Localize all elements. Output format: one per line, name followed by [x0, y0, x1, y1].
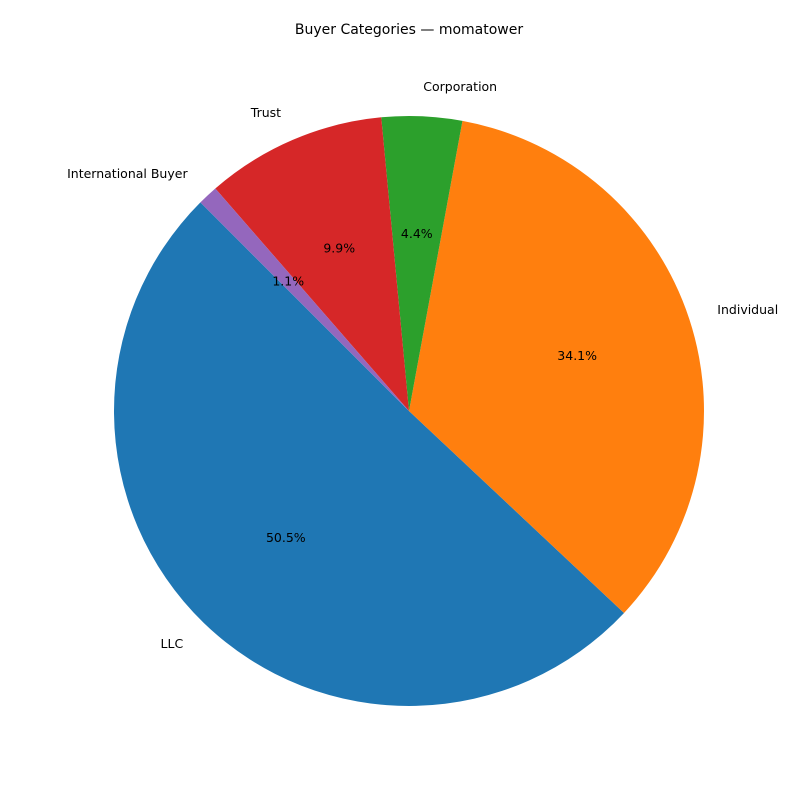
pie-slice-corporation: [381, 116, 463, 412]
slice-label: Individual: [717, 302, 778, 317]
pie-slice-individual: [409, 120, 704, 613]
slice-percent-label: 9.9%: [323, 240, 355, 255]
pie-labels: LLC 50.5% Individual 34.1% Corporation 4.4% Tr…: [67, 79, 778, 651]
slice-label: International Buyer: [67, 166, 188, 181]
pie-slice-llc: [113, 202, 625, 707]
pie-slices: [113, 116, 704, 707]
pie-slice-trust: [215, 117, 409, 412]
pie-slice-international-buyer: [200, 188, 409, 411]
slice-percent-label: 4.4%: [401, 226, 433, 241]
slice-percent-label: 1.1%: [272, 274, 304, 289]
chart-title: Buyer Categories — momatower: [295, 22, 523, 38]
slice-percent-label: 34.1%: [557, 348, 597, 363]
slice-percent-label: 50.5%: [266, 530, 306, 545]
slice-label: Trust: [250, 105, 281, 120]
slice-label: Corporation: [423, 79, 497, 94]
slice-label: LLC: [161, 636, 184, 651]
